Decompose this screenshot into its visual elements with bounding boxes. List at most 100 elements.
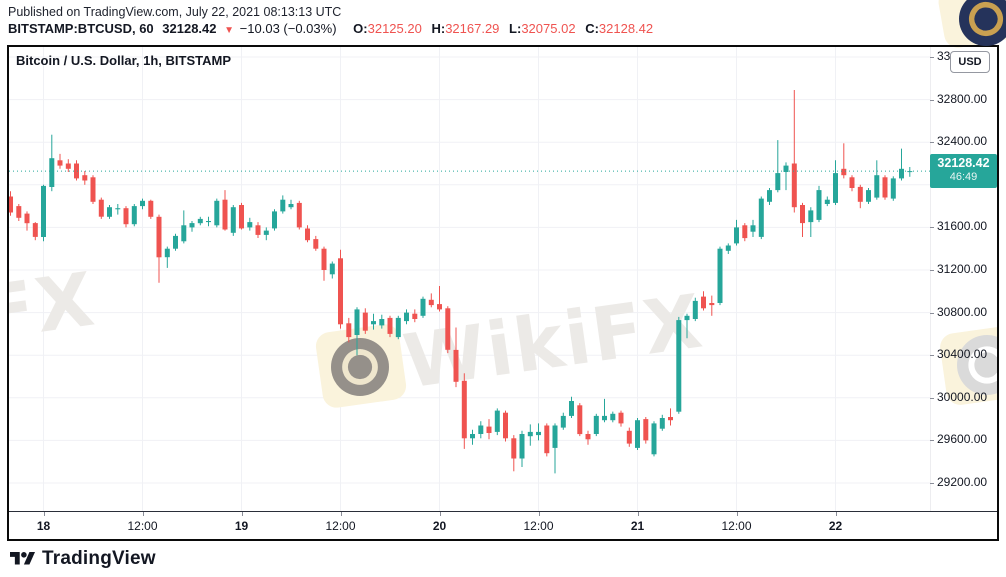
- candle: [841, 143, 847, 179]
- candle: [635, 418, 640, 450]
- time-axis-label: 21: [630, 519, 645, 533]
- time-axis-tick: [440, 512, 441, 516]
- candle: [544, 423, 550, 457]
- candle: [511, 435, 517, 472]
- candle: [255, 222, 261, 238]
- candlestick-plot: [9, 90, 930, 474]
- time-axis-tick: [836, 512, 837, 516]
- time-axis-label: 19: [234, 519, 249, 533]
- candle: [354, 307, 360, 356]
- open-label: O:: [353, 21, 368, 36]
- price-axis-label: 30400.00: [937, 347, 988, 362]
- price-axis-tick: [930, 355, 934, 356]
- candle: [503, 410, 508, 442]
- candle: [57, 153, 63, 169]
- candle: [519, 430, 525, 467]
- candle: [247, 217, 253, 231]
- time-axis-label: 12:00: [721, 519, 752, 533]
- footer-brand[interactable]: TradingView: [10, 548, 156, 570]
- candle: [800, 202, 805, 237]
- published-line: Published on TradingView.com, July 22, 2…: [8, 5, 342, 19]
- ohlc-close: C:32128.42: [579, 21, 653, 36]
- tradingview-logo-icon: [10, 552, 35, 565]
- chart-title: Bitcoin / U.S. Dollar, 1h, BITSTAMP: [16, 53, 232, 68]
- candle: [552, 423, 558, 474]
- candle: [577, 403, 583, 437]
- candle: [470, 429, 475, 445]
- price-axis-tick: [930, 483, 934, 484]
- candle: [478, 421, 484, 439]
- time-axis-label: 12:00: [127, 519, 158, 533]
- candle: [272, 209, 277, 231]
- candle: [288, 199, 294, 210]
- candle: [758, 196, 764, 240]
- chart-gridlines: [9, 47, 930, 511]
- price-axis-tick: [930, 227, 934, 228]
- down-triangle-icon: ▼: [224, 25, 235, 36]
- ohlc-high: H:32167.29: [425, 21, 499, 36]
- candle: [115, 204, 121, 215]
- time-axis[interactable]: 18 12:00 19 12:00 20 12:00 21 12:00 22: [9, 511, 997, 540]
- candle: [420, 296, 426, 318]
- candle: [874, 160, 880, 200]
- price-axis-tick: [930, 142, 934, 143]
- last-price-tag-value: 32128.42: [937, 156, 990, 171]
- wikifx-corner-logo-icon: [959, 0, 1006, 46]
- candle: [98, 197, 104, 219]
- price-axis-label: 32800.00: [937, 91, 988, 106]
- price-axis-label: 30800.00: [937, 304, 988, 319]
- candle: [445, 306, 451, 354]
- ohlc-low: L:32075.02: [503, 21, 576, 36]
- candle: [222, 190, 228, 231]
- candle: [907, 167, 913, 177]
- candle: [866, 188, 871, 204]
- candle: [750, 219, 756, 237]
- candle: [717, 246, 723, 306]
- candle: [701, 291, 706, 311]
- candle: [148, 199, 154, 219]
- candle: [197, 216, 203, 226]
- price-axis-label: 31600.00: [937, 219, 988, 234]
- bar-countdown: 46:49: [949, 171, 978, 184]
- low-label: L:: [509, 21, 522, 36]
- candle: [882, 175, 888, 200]
- candle: [651, 421, 657, 457]
- chart-frame: WikiFX WikiFX: [7, 45, 999, 541]
- candle: [808, 207, 814, 237]
- currency-toggle[interactable]: USD: [950, 51, 990, 73]
- candle: [692, 297, 698, 322]
- price-axis-label: 32400.00: [937, 134, 988, 149]
- last-price: 32128.42: [162, 21, 217, 36]
- price-axis-tick: [930, 57, 934, 58]
- candle: [412, 309, 418, 323]
- candle: [395, 315, 401, 340]
- symbol-line: BITSTAMP:BTCUSD, 60 32128.42 ▼ −10.03 (−…: [8, 21, 653, 36]
- candle: [602, 398, 607, 423]
- candle: [371, 313, 376, 330]
- price-axis[interactable]: 33200.0032800.0032400.0032000.0031600.00…: [930, 47, 997, 511]
- candle: [593, 413, 599, 437]
- candle: [775, 140, 781, 193]
- candle: [668, 408, 673, 426]
- candle: [313, 235, 319, 251]
- candle: [41, 184, 46, 242]
- candle: [305, 225, 310, 243]
- ohlc-open: O:32125.20: [347, 21, 422, 36]
- candle: [131, 204, 137, 227]
- high-value: 32167.29: [445, 21, 500, 36]
- candle: [32, 222, 38, 241]
- candle: [214, 198, 220, 228]
- candle: [824, 196, 830, 207]
- price-axis-tick: [930, 313, 934, 314]
- open-value: 32125.20: [367, 21, 422, 36]
- candle: [16, 204, 22, 221]
- candle: [486, 419, 492, 440]
- time-axis-label: 22: [828, 519, 843, 533]
- price-change: −10.03 (−0.03%): [239, 21, 337, 36]
- candle: [618, 410, 624, 427]
- price-axis-label: 30000.00: [937, 389, 988, 404]
- wikifx-bird-swirl-icon: [969, 1, 1004, 37]
- candle: [321, 246, 327, 281]
- price-axis-label: 29600.00: [937, 432, 988, 447]
- candle: [123, 206, 129, 228]
